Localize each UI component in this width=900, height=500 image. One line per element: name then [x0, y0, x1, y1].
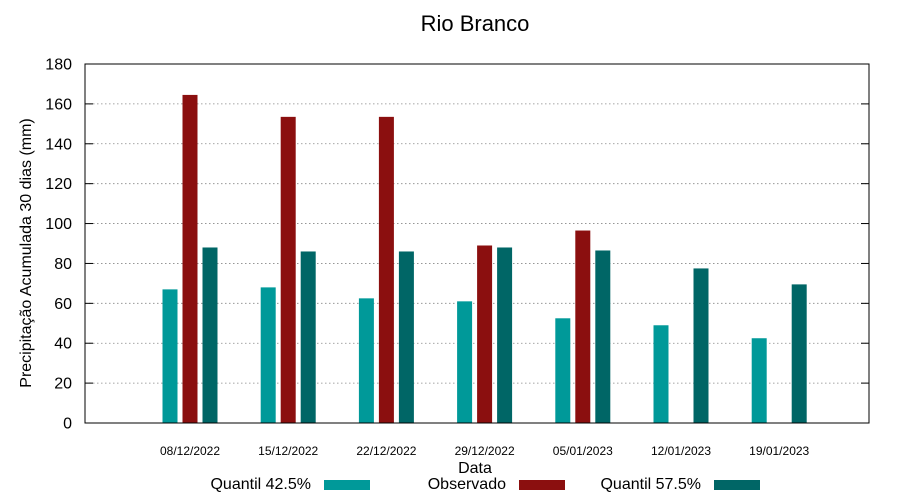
bar: [555, 318, 571, 423]
y-tick-label: 160: [45, 96, 72, 113]
x-axis-ticks: 08/12/2022 15/12/2022 22/12/2022 29/12/2022…: [160, 444, 810, 458]
legend-label: Quantil 57.5%: [600, 476, 701, 493]
x-tick-label: 22/12/2022: [356, 444, 416, 458]
legend-swatch: [519, 480, 565, 490]
bar: [182, 94, 198, 424]
legend-label: Observado: [428, 476, 506, 493]
y-tick-label: 140: [45, 136, 72, 153]
bar: [300, 251, 316, 423]
bar: [457, 301, 473, 423]
grid-lines: [85, 103, 869, 384]
bar: [162, 289, 178, 423]
x-tick-label: 29/12/2022: [455, 444, 515, 458]
bars: [162, 94, 807, 424]
bar: [280, 116, 296, 423]
y-tick-label: 120: [45, 176, 72, 193]
bar: [477, 245, 493, 423]
y-axis-ticks: 0 20 40 60 80 100 120 140 160 180: [45, 57, 869, 433]
x-tick-label: 19/01/2023: [749, 444, 809, 458]
bar: [791, 284, 807, 423]
y-tick-label: 80: [54, 256, 72, 273]
legend: Quantil 42.5% Observado Quantil 57.5%: [210, 476, 760, 493]
bar: [497, 247, 513, 423]
bar: [378, 116, 394, 423]
bar: [398, 251, 414, 423]
bar: [693, 268, 709, 423]
bar: [202, 247, 218, 423]
bar: [358, 298, 374, 423]
bar: [595, 250, 611, 423]
bar: [260, 287, 276, 423]
plot-frame: [84, 63, 870, 424]
y-tick-label: 180: [45, 57, 72, 74]
y-tick-label: 100: [45, 216, 72, 233]
bar: [653, 325, 669, 423]
y-tick-label: 40: [54, 336, 72, 353]
x-axis-title: Data: [458, 460, 492, 477]
legend-swatch: [714, 480, 760, 490]
bar: [575, 230, 591, 423]
x-tick-label: 08/12/2022: [160, 444, 220, 458]
y-tick-label: 0: [63, 416, 72, 433]
chart-title: Rio Branco: [421, 11, 530, 36]
y-axis-title: Precipitação Acumulada 30 dias (mm): [18, 118, 35, 387]
x-tick-label: 12/01/2023: [651, 444, 711, 458]
x-tick-label: 05/01/2023: [553, 444, 613, 458]
y-tick-label: 20: [54, 376, 72, 393]
x-tick-label: 15/12/2022: [258, 444, 318, 458]
bar: [751, 338, 767, 423]
legend-label: Quantil 42.5%: [210, 476, 311, 493]
y-tick-label: 60: [54, 296, 72, 313]
legend-swatch: [324, 480, 370, 490]
